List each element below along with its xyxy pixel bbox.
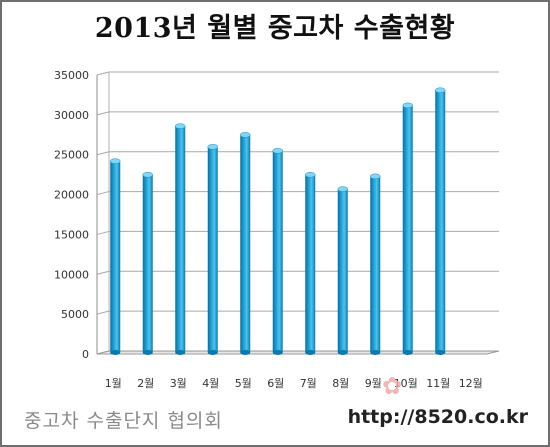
bar (207, 146, 218, 353)
gridline-side (96, 111, 110, 116)
bar-base (370, 350, 381, 355)
gridline-side (96, 71, 110, 76)
bar-base (175, 350, 186, 355)
bar (175, 126, 186, 353)
y-tick-label: 35000 (54, 69, 89, 82)
gridline-side (96, 270, 110, 275)
footer-url-link[interactable]: http://8520.co.kr (347, 406, 528, 428)
bar-top (142, 171, 153, 178)
bar-base (207, 350, 218, 355)
bar-top (110, 158, 121, 164)
bar (370, 176, 381, 353)
bar (110, 161, 121, 353)
y-tick-label: 0 (82, 348, 89, 361)
bar-top (402, 102, 413, 109)
x-tick-label: 11월 (426, 377, 450, 390)
y-tick-label: 20000 (54, 189, 89, 202)
footer-organization: 중고차 수출단지 협의회 (24, 410, 223, 432)
bar-top (370, 173, 381, 180)
gridline-side (96, 230, 110, 235)
bar-top (240, 132, 251, 138)
x-tick-label: 8월 (332, 377, 349, 390)
bar (305, 174, 316, 353)
bar (337, 189, 348, 353)
x-tick-label: 12월 (459, 377, 483, 390)
bar-top (337, 186, 348, 192)
bar-top (435, 87, 446, 93)
gridline-side (96, 151, 110, 156)
y-tick-label: 15000 (54, 228, 89, 241)
bar-base (110, 350, 121, 355)
bar-base (305, 350, 316, 355)
bar-top (272, 148, 283, 154)
bar (272, 150, 283, 353)
chart-floor (96, 350, 500, 355)
x-tick-label: 10월 (394, 377, 418, 390)
bar-top (175, 123, 186, 129)
y-tick-label: 10000 (54, 268, 89, 281)
bar-base (240, 350, 251, 355)
y-tick-label: 25000 (54, 149, 89, 162)
x-tick-label: 6월 (267, 377, 284, 390)
y-tick-label: 5000 (61, 308, 89, 321)
x-tick-label: 4월 (202, 377, 219, 390)
bar-top (207, 144, 218, 150)
bar-base (142, 350, 153, 355)
bar-base (337, 350, 348, 355)
x-tick-label: 1월 (105, 377, 122, 390)
chart-title: 2013년 월별 중고차 수출현황 (94, 13, 456, 44)
gridline-side (96, 191, 110, 196)
x-tick-label: 2월 (137, 377, 154, 390)
y-tick-label: 30000 (54, 109, 89, 122)
bar (240, 134, 251, 353)
x-tick-label: 7월 (300, 377, 317, 390)
bar-base (402, 350, 413, 355)
x-tick-label: 5월 (235, 377, 252, 390)
bar (435, 90, 446, 353)
bar (402, 105, 413, 353)
x-tick-label: 3월 (170, 377, 187, 390)
bar (142, 174, 153, 353)
bar-base (435, 350, 446, 355)
gridline-side (96, 310, 110, 315)
bar-base (272, 350, 283, 355)
bar-top (305, 171, 316, 178)
x-tick-label: 9월 (365, 377, 382, 390)
flower-watermark-icon: ✿ (382, 372, 403, 400)
